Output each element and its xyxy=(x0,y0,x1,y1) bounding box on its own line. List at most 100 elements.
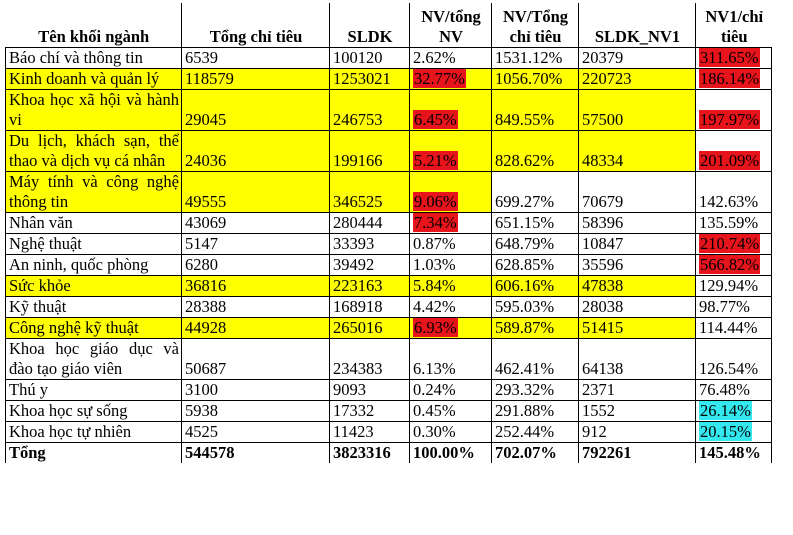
value-cell: 1253021 xyxy=(329,67,410,90)
highlighted-value: 6.45% xyxy=(413,109,458,129)
value-cell: 0.87% xyxy=(409,232,492,255)
value-cell: 1056.70% xyxy=(491,67,579,90)
value-cell: 58396 xyxy=(578,211,696,234)
highlighted-value: 210.74% xyxy=(699,233,761,253)
table-row: Khoa học tự nhiên 4525 11423 0.30% 252.44% 91… xyxy=(5,420,772,443)
value-cell: 6.93% xyxy=(409,316,492,339)
value-cell: 24036 xyxy=(181,129,330,172)
highlighted-value: 186.14% xyxy=(699,68,761,88)
sector-name-cell: Khoa học giáo dục và đào tạo giáo viên xyxy=(5,337,182,380)
value-cell: 265016 xyxy=(329,316,410,339)
header-cell: Tên khối ngành xyxy=(5,3,182,48)
value-cell: 36816 xyxy=(181,274,330,297)
value-cell: 566.82% xyxy=(695,253,772,276)
header-cell: NV1/chỉ tiêu xyxy=(695,3,772,48)
table-row: Công nghệ kỹ thuật 44928 265016 6.93% 589.87… xyxy=(5,316,772,339)
data-table-container: Tên khối ngành Tổng chỉ tiêu SLDK NV/tổn… xyxy=(5,3,772,463)
table-row: Thú y 3100 9093 0.24% 293.32% 2371 76.48% xyxy=(5,378,772,401)
sector-name-cell: Du lịch, khách sạn, thể thao và dịch vụ … xyxy=(5,129,182,172)
sector-name-cell: Sức khỏe xyxy=(5,274,182,297)
highlighted-value: 32.77% xyxy=(413,68,466,88)
table-row: Khoa học xã hội và hành vi 29045 246753 6.4… xyxy=(5,88,772,131)
value-cell: 33393 xyxy=(329,232,410,255)
highlighted-value: 9.06% xyxy=(413,191,458,211)
value-cell: 4.42% xyxy=(409,295,492,318)
table-row: Sức khỏe 36816 223163 5.84% 606.16% 47838 129.… xyxy=(5,274,772,297)
sector-name-cell: Nghệ thuật xyxy=(5,232,182,255)
value-cell: 51415 xyxy=(578,316,696,339)
table-row: Khoa học giáo dục và đào tạo giáo viên 50… xyxy=(5,337,772,380)
sector-name-cell: Thú y xyxy=(5,378,182,401)
value-cell: 293.32% xyxy=(491,378,579,401)
value-cell: 43069 xyxy=(181,211,330,234)
value-cell: 145.48% xyxy=(695,441,772,463)
value-cell: 28038 xyxy=(578,295,696,318)
value-cell: 6280 xyxy=(181,253,330,276)
header-cell: SLDK xyxy=(329,3,410,48)
value-cell: 135.59% xyxy=(695,211,772,234)
value-cell: 197.97% xyxy=(695,88,772,131)
highlighted-value: 26.14% xyxy=(699,400,752,420)
value-cell: 849.55% xyxy=(491,88,579,131)
value-cell: 26.14% xyxy=(695,399,772,422)
sector-name-cell: Khoa học tự nhiên xyxy=(5,420,182,443)
value-cell: 49555 xyxy=(181,170,330,213)
value-cell: 20379 xyxy=(578,46,696,69)
value-cell: 57500 xyxy=(578,88,696,131)
value-cell: 9093 xyxy=(329,378,410,401)
table-row: Du lịch, khách sạn, thể thao và dịch vụ … xyxy=(5,129,772,172)
value-cell: 291.88% xyxy=(491,399,579,422)
value-cell: 648.79% xyxy=(491,232,579,255)
highlighted-value: 311.65% xyxy=(699,47,760,67)
value-cell: 98.77% xyxy=(695,295,772,318)
value-cell: 0.30% xyxy=(409,420,492,443)
value-cell: 9.06% xyxy=(409,170,492,213)
table-row: Khoa học sự sống 5938 17332 0.45% 291.88% 155… xyxy=(5,399,772,422)
value-cell: 912 xyxy=(578,420,696,443)
value-cell: 0.45% xyxy=(409,399,492,422)
value-cell: 168918 xyxy=(329,295,410,318)
value-cell: 48334 xyxy=(578,129,696,172)
value-cell: 2371 xyxy=(578,378,696,401)
value-cell: 7.34% xyxy=(409,211,492,234)
header-cell: NV/tổng NV xyxy=(409,3,492,48)
sector-name-cell: Báo chí và thông tin xyxy=(5,46,182,69)
value-cell: 1552 xyxy=(578,399,696,422)
value-cell: 5147 xyxy=(181,232,330,255)
value-cell: 628.85% xyxy=(491,253,579,276)
value-cell: 462.41% xyxy=(491,337,579,380)
value-cell: 114.44% xyxy=(695,316,772,339)
highlighted-value: 566.82% xyxy=(699,254,761,274)
highlighted-value: 20.15% xyxy=(699,421,752,441)
highlighted-value: 5.21% xyxy=(413,150,458,170)
value-cell: 126.54% xyxy=(695,337,772,380)
table-row: An ninh, quốc phòng 6280 39492 1.03% 628.85%… xyxy=(5,253,772,276)
value-cell: 595.03% xyxy=(491,295,579,318)
value-cell: 29045 xyxy=(181,88,330,131)
admissions-table: Tên khối ngành Tổng chỉ tiêu SLDK NV/tổn… xyxy=(5,3,772,463)
value-cell: 4525 xyxy=(181,420,330,443)
table-row: Báo chí và thông tin 6539 100120 2.62% 1531.… xyxy=(5,46,772,69)
value-cell: 544578 xyxy=(181,441,330,463)
value-cell: 699.27% xyxy=(491,170,579,213)
value-cell: 118579 xyxy=(181,67,330,90)
total-row: Tổng 544578 3823316 100.00% 702.07% 792261 145… xyxy=(5,441,772,463)
value-cell: 1.03% xyxy=(409,253,492,276)
value-cell: 100120 xyxy=(329,46,410,69)
value-cell: 6539 xyxy=(181,46,330,69)
value-cell: 76.48% xyxy=(695,378,772,401)
value-cell: 142.63% xyxy=(695,170,772,213)
value-cell: 5938 xyxy=(181,399,330,422)
value-cell: 223163 xyxy=(329,274,410,297)
value-cell: 3823316 xyxy=(329,441,410,463)
value-cell: 589.87% xyxy=(491,316,579,339)
value-cell: 606.16% xyxy=(491,274,579,297)
header-cell: SLDK_NV1 xyxy=(578,3,696,48)
value-cell: 252.44% xyxy=(491,420,579,443)
table-row: Kinh doanh và quản lý 118579 1253021 32.77%… xyxy=(5,67,772,90)
value-cell: 210.74% xyxy=(695,232,772,255)
value-cell: 10847 xyxy=(578,232,696,255)
value-cell: 702.07% xyxy=(491,441,579,463)
value-cell: 50687 xyxy=(181,337,330,380)
value-cell: 3100 xyxy=(181,378,330,401)
